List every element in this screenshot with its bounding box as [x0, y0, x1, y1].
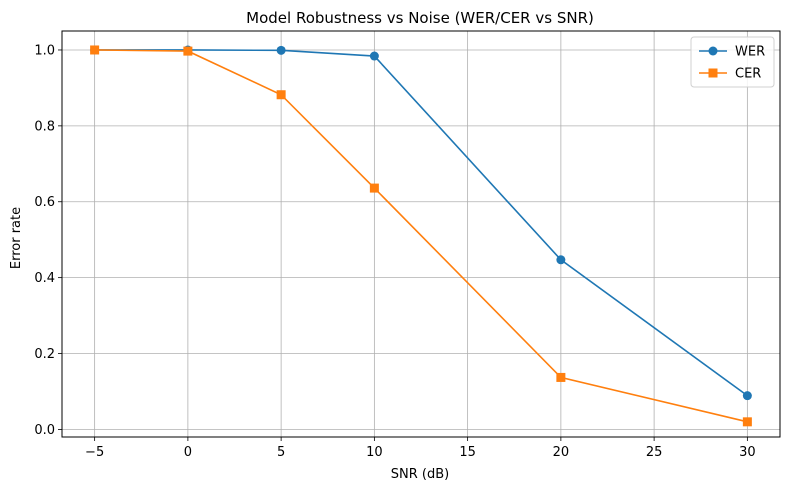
legend-cer-label: CER — [735, 67, 761, 82]
y-tick-label: 0.0 — [34, 423, 55, 438]
legend: WER CER — [690, 36, 775, 88]
cer-line — [94, 49, 748, 423]
wer-point — [369, 51, 379, 61]
x-tick-label: 0 — [184, 445, 192, 460]
y-tick-label: 0.8 — [34, 119, 55, 134]
wer-point — [276, 45, 286, 55]
series-wer — [90, 45, 752, 401]
cer-point — [276, 90, 286, 100]
y-axis-ticks: 0.0 0.2 0.4 0.6 0.8 1.0 — [34, 43, 62, 438]
cer-point — [556, 372, 566, 382]
wer-line — [94, 49, 748, 397]
cer-point — [369, 183, 379, 193]
plot-series — [90, 45, 752, 427]
legend-wer-label: WER — [735, 45, 765, 60]
series-cer — [90, 45, 752, 427]
grid — [62, 31, 780, 437]
legend-cer-marker — [708, 68, 718, 78]
cer-point — [183, 46, 193, 56]
y-tick-label: 1.0 — [34, 43, 55, 58]
wer-point — [742, 391, 752, 401]
y-tick-label: 0.4 — [34, 271, 55, 286]
legend-wer-marker — [708, 46, 718, 56]
cer-point — [90, 45, 100, 55]
x-tick-label: 15 — [459, 445, 476, 460]
cer-point — [742, 417, 752, 427]
x-tick-label: 10 — [366, 445, 383, 460]
x-tick-label: 20 — [553, 445, 570, 460]
x-tick-label: 30 — [739, 445, 756, 460]
y-axis-label: Error rate — [9, 207, 24, 269]
x-tick-label: 25 — [646, 445, 663, 460]
x-axis-label: SNR (dB) — [391, 467, 449, 482]
plot-frame — [61, 30, 781, 438]
x-tick-label: −5 — [85, 445, 104, 460]
x-tick-label: 5 — [277, 445, 285, 460]
x-axis-ticks: −5 0 5 10 15 20 25 30 — [85, 437, 756, 460]
y-tick-label: 0.2 — [34, 347, 55, 362]
wer-point — [556, 255, 566, 265]
chart-title: Model Robustness vs Noise (WER/CER vs SN… — [246, 9, 594, 27]
y-tick-label: 0.6 — [34, 195, 55, 210]
